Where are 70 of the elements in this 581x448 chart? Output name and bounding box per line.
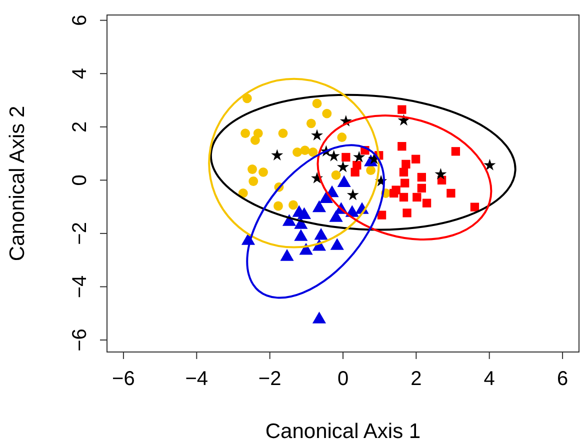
point	[390, 188, 398, 198]
point	[377, 210, 386, 220]
x-tick-label: −6	[112, 368, 135, 390]
point	[346, 188, 359, 200]
point	[308, 147, 318, 157]
point	[328, 150, 340, 162]
point	[319, 191, 333, 204]
point	[240, 128, 250, 138]
point	[398, 105, 406, 114]
point	[399, 192, 408, 202]
point	[398, 142, 406, 151]
point	[274, 201, 283, 211]
point	[350, 168, 360, 177]
x-tick-label: 2	[410, 368, 422, 390]
y-tick-label: 4	[69, 68, 91, 80]
point	[342, 152, 350, 162]
point	[294, 229, 308, 241]
point	[312, 312, 326, 324]
y-tick-label: 0	[69, 174, 91, 186]
point	[337, 175, 351, 188]
point	[278, 128, 288, 138]
point	[248, 164, 257, 174]
point	[258, 167, 268, 177]
point	[417, 172, 426, 182]
x-axis-title: Canonical Axis 1	[265, 420, 421, 443]
point	[402, 160, 410, 169]
y-tick-label: −2	[69, 222, 91, 245]
point	[312, 98, 322, 108]
x-tick-label: 0	[337, 368, 349, 390]
point	[311, 129, 324, 141]
point	[484, 158, 496, 170]
y-axis-title: Canonical Axis 2	[6, 106, 29, 262]
point	[402, 208, 412, 218]
point	[353, 150, 366, 162]
y-tick-label: 2	[69, 121, 91, 132]
point	[366, 166, 376, 176]
point	[280, 249, 294, 261]
y-tick-label: 6	[69, 14, 91, 26]
point	[292, 147, 302, 157]
point	[451, 147, 460, 156]
point	[446, 188, 456, 198]
point	[248, 176, 258, 186]
point	[412, 192, 422, 202]
point	[337, 132, 347, 142]
point	[411, 154, 420, 164]
point	[330, 238, 344, 250]
point	[314, 228, 328, 240]
point	[417, 184, 426, 192]
x-tick-label: 4	[484, 368, 495, 390]
point	[271, 149, 284, 161]
x-tick-label: 6	[556, 368, 568, 390]
x-tick-label: −4	[185, 368, 208, 390]
point	[399, 168, 408, 177]
point	[306, 118, 316, 128]
point	[434, 168, 447, 180]
point	[288, 200, 298, 210]
point	[242, 94, 252, 104]
point	[400, 178, 410, 188]
y-tick-label: −4	[69, 275, 91, 298]
point	[422, 198, 432, 208]
point	[331, 170, 341, 180]
point	[312, 200, 326, 212]
point	[322, 108, 332, 118]
point	[250, 136, 260, 145]
point	[329, 210, 343, 222]
point	[470, 202, 480, 212]
y-tick-label: −6	[69, 328, 91, 352]
point	[336, 160, 350, 172]
point	[300, 146, 310, 156]
x-tick-label: −2	[258, 368, 282, 390]
